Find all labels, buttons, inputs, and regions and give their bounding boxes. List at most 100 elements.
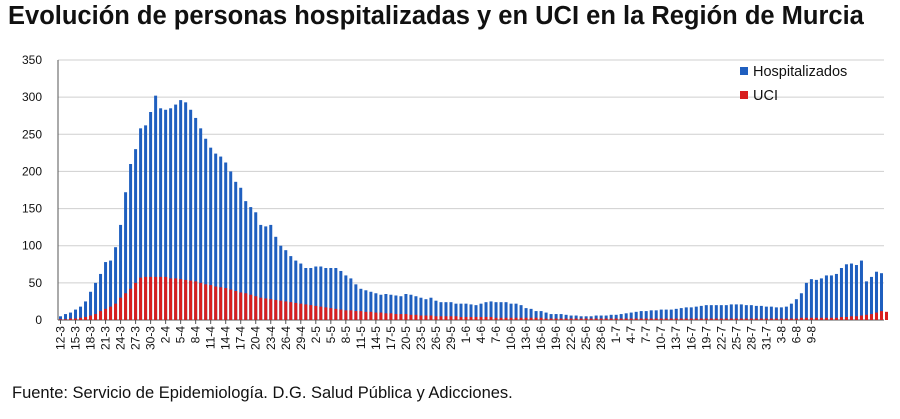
- bar-uci: [499, 317, 503, 320]
- bar-uci: [679, 318, 683, 320]
- bar-uci: [674, 318, 678, 320]
- bar-uci: [849, 316, 853, 320]
- bar-uci: [709, 318, 713, 320]
- bar-hospitalizados: [199, 128, 203, 320]
- bar-hospitalizados: [599, 315, 603, 320]
- bar-hospitalizados: [559, 314, 563, 320]
- bar-uci: [359, 311, 363, 320]
- bar-uci: [224, 288, 228, 320]
- bar-uci: [304, 304, 308, 320]
- x-tick-label: 30-3: [144, 326, 158, 350]
- bar-uci: [429, 315, 433, 320]
- bar-hospitalizados: [409, 294, 413, 320]
- bar-hospitalizados: [394, 295, 398, 320]
- legend-label-hospitalizados: Hospitalizados: [753, 64, 847, 80]
- bar-hospitalizados: [704, 305, 708, 320]
- bar-hospitalizados: [69, 312, 73, 320]
- bar-uci: [414, 314, 418, 320]
- bar-hospitalizados: [694, 306, 698, 320]
- x-tick-label: 21-3: [99, 326, 113, 350]
- bar-uci: [479, 317, 483, 320]
- bar-uci: [574, 318, 578, 320]
- bar-uci: [549, 318, 553, 320]
- bar-hospitalizados: [514, 303, 518, 320]
- bar-uci: [119, 297, 123, 320]
- bar-uci: [454, 316, 458, 320]
- bar-uci: [84, 317, 88, 320]
- bar-hospitalizados: [244, 201, 248, 320]
- bar-uci: [504, 317, 508, 320]
- bar-hospitalizados: [674, 308, 678, 320]
- x-tick-label: 31-7: [759, 326, 773, 350]
- bar-uci: [74, 318, 78, 320]
- x-tick-label: 3-8: [774, 326, 788, 344]
- bar-uci: [229, 289, 233, 320]
- x-tick-label: 20-4: [249, 326, 263, 350]
- bar-hospitalizados: [334, 268, 338, 320]
- bar-uci: [374, 312, 378, 320]
- bar-hospitalizados: [659, 309, 663, 320]
- bar-hospitalizados: [79, 306, 83, 320]
- bar-uci: [559, 318, 563, 320]
- bar-uci: [114, 303, 118, 320]
- x-tick-label: 25-6: [579, 326, 593, 350]
- bar-hospitalizados: [764, 306, 768, 320]
- x-tick-label: 11-5: [354, 326, 368, 349]
- bar-hospitalizados: [499, 302, 503, 320]
- bar-hospitalizados: [274, 236, 278, 320]
- bar-uci: [139, 277, 143, 320]
- bar-uci: [329, 308, 333, 320]
- bar-hospitalizados: [174, 104, 178, 320]
- bar-uci: [234, 291, 238, 320]
- bar-hospitalizados: [154, 95, 158, 320]
- bar-uci: [99, 311, 103, 320]
- bar-hospitalizados: [829, 275, 833, 320]
- x-tick-label: 9-8: [804, 326, 818, 344]
- bar-hospitalizados: [329, 268, 333, 320]
- bar-uci: [449, 316, 453, 320]
- bar-uci: [284, 301, 288, 320]
- x-tick-label: 17-4: [234, 326, 248, 350]
- bar-hospitalizados: [624, 313, 628, 320]
- x-tick-label: 13-7: [669, 326, 683, 350]
- bar-hospitalizados: [754, 305, 758, 320]
- bar-hospitalizados: [119, 224, 123, 320]
- bar-uci: [169, 278, 173, 320]
- bar-hospitalizados: [84, 301, 88, 320]
- bar-hospitalizados: [449, 302, 453, 320]
- x-tick-label: 14-5: [369, 326, 383, 350]
- bar-hospitalizados: [474, 305, 478, 320]
- bar-uci: [664, 318, 668, 320]
- bar-uci: [509, 317, 513, 320]
- bar-uci: [264, 298, 268, 320]
- bar-hospitalizados: [749, 305, 753, 320]
- bar-hospitalizados: [779, 307, 783, 320]
- bar-hospitalizados: [104, 262, 108, 320]
- bar-uci: [389, 313, 393, 320]
- x-tick-label: 12-3: [54, 326, 68, 350]
- x-axis: 12-3 15-3 18-3 21-3 24-3 27-3 30-3 2-4 5-4 8-4 11-…: [54, 320, 818, 350]
- bar-hospitalizados: [64, 314, 68, 320]
- bar-hospitalizados: [814, 279, 818, 320]
- bar-uci: [409, 314, 413, 320]
- bar-hospitalizados: [774, 307, 778, 320]
- bar-uci: [885, 311, 888, 320]
- x-tick-label: 14-4: [219, 326, 233, 350]
- bar-uci: [519, 317, 523, 320]
- bar-uci: [439, 316, 443, 320]
- bar-uci: [669, 318, 673, 320]
- bar-uci: [859, 315, 863, 320]
- x-tick-label: 29-5: [444, 326, 458, 350]
- bar-hospitalizados: [149, 112, 153, 320]
- bar-hospitalizados: [634, 311, 638, 320]
- bar-hospitalizados: [784, 306, 788, 320]
- bar-hospitalizados: [619, 314, 623, 320]
- bar-hospitalizados: [264, 226, 268, 320]
- bar-hospitalizados: [324, 268, 328, 320]
- bar-uci: [209, 285, 213, 320]
- bar-uci: [59, 319, 62, 320]
- bar-uci: [579, 318, 583, 320]
- bar-hospitalizados: [544, 312, 548, 320]
- legend-label-uci: UCI: [753, 88, 778, 104]
- bar-uci: [584, 318, 588, 320]
